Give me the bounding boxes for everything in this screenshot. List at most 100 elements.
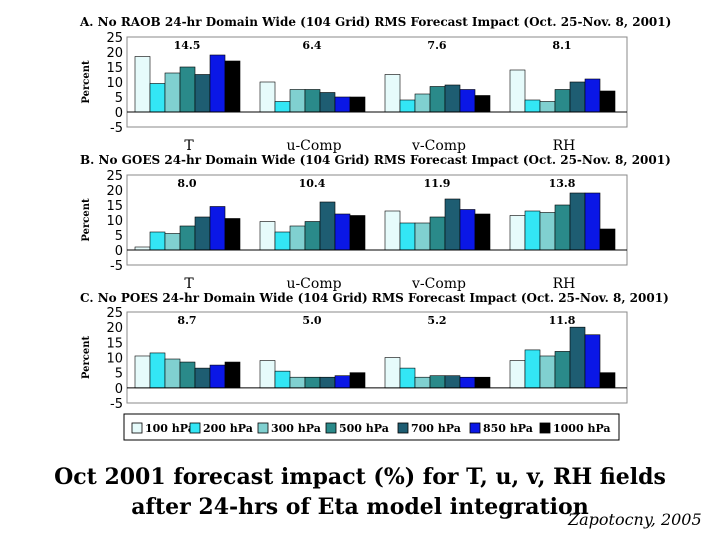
bar	[289, 376, 306, 389]
bar	[399, 222, 416, 251]
average-label: 8.7	[177, 314, 196, 327]
bar	[259, 221, 276, 251]
bar	[459, 209, 476, 251]
caption-line-2: after 24-hrs of Eta model integration	[131, 494, 589, 520]
y-tick-label: 15	[106, 336, 123, 351]
category-label: RH	[553, 276, 576, 292]
y-tick-label: 25	[106, 306, 123, 321]
legend: 100 hPa 200 hPa 300 hPa 500 hPa 700 hPa 850 h…	[123, 413, 620, 441]
bar	[539, 355, 556, 389]
legend-label: 300 hPa	[271, 422, 321, 435]
bar	[274, 231, 291, 251]
bar	[304, 89, 321, 113]
bar	[194, 74, 211, 113]
bar	[149, 231, 166, 251]
bar	[179, 225, 196, 251]
bar	[444, 84, 461, 113]
panel-title: C. No POES 24-hr Domain Wide (104 Grid) …	[80, 291, 669, 305]
bar	[599, 90, 616, 113]
bar	[584, 192, 601, 251]
category-label: v-Comp	[411, 276, 466, 292]
category-label: v-Comp	[411, 138, 466, 154]
average-label: 14.5	[174, 39, 201, 52]
legend-box	[123, 413, 620, 441]
bar	[259, 360, 276, 389]
bar	[399, 99, 416, 113]
bar	[459, 89, 476, 113]
panel-c: C. No POES 24-hr Domain Wide (104 Grid) …	[80, 291, 669, 412]
legend-label: 100 hPa	[145, 422, 195, 435]
bar	[509, 215, 526, 251]
bar	[349, 215, 366, 251]
legend-swatch	[189, 422, 201, 434]
bar	[259, 81, 276, 113]
legend-swatch	[131, 422, 143, 434]
legend-swatch	[539, 422, 551, 434]
bar	[134, 56, 151, 113]
average-label: 8.0	[177, 177, 196, 190]
bar	[274, 370, 291, 389]
bar	[569, 81, 586, 113]
legend-swatch	[257, 422, 269, 434]
category-label: T	[184, 138, 194, 154]
average-label: 6.4	[302, 39, 321, 52]
caption: Oct 2001 forecast impact (%) for T, u, v…	[0, 462, 720, 522]
bar	[349, 96, 366, 113]
panel-b: B. No GOES 24-hr Domain Wide (104 Grid) …	[80, 153, 671, 292]
bar	[444, 198, 461, 251]
legend-swatch	[325, 422, 337, 434]
bar	[509, 360, 526, 389]
caption-line-1: Oct 2001 forecast impact (%) for T, u, v…	[54, 464, 666, 490]
bar	[334, 375, 351, 389]
bar	[399, 367, 416, 389]
average-label: 13.8	[549, 177, 576, 190]
y-tick-label: 20	[106, 184, 123, 199]
bar	[414, 222, 431, 251]
bar	[164, 72, 181, 113]
bar	[149, 352, 166, 389]
bar	[584, 334, 601, 389]
y-tick-label: 20	[106, 46, 123, 61]
bar	[524, 349, 541, 389]
bar	[444, 375, 461, 389]
bar	[569, 326, 586, 389]
bar	[554, 204, 571, 251]
bar	[304, 376, 321, 389]
average-label: 8.1	[552, 39, 571, 52]
category-label: u-Comp	[286, 138, 341, 154]
bar	[164, 358, 181, 389]
bar	[224, 361, 241, 389]
y-tick-label: 20	[106, 321, 123, 336]
panel-a: A. No RAOB 24-hr Domain Wide (104 Grid) …	[79, 15, 671, 154]
bar	[599, 372, 616, 389]
y-tick-label: 5	[115, 367, 123, 382]
bar	[539, 212, 556, 251]
bar	[569, 192, 586, 251]
y-axis-label: Percent	[81, 198, 92, 242]
bar	[384, 357, 401, 389]
legend-label: 700 hPa	[411, 422, 461, 435]
bar	[149, 83, 166, 113]
y-tick-label: 15	[106, 199, 123, 214]
bar	[224, 60, 241, 113]
category-label: T	[184, 276, 194, 292]
bar	[429, 216, 446, 251]
y-tick-label: 25	[106, 31, 123, 46]
y-tick-label: -5	[110, 259, 123, 274]
y-tick-label: -5	[110, 121, 123, 136]
bar	[319, 201, 336, 251]
bar	[319, 92, 336, 113]
bar	[429, 375, 446, 389]
bar	[304, 221, 321, 251]
legend-swatch	[397, 422, 409, 434]
bar	[194, 216, 211, 251]
bar	[179, 66, 196, 113]
y-axis-label: Percent	[81, 60, 92, 104]
average-label: 7.6	[427, 39, 446, 52]
bar	[524, 210, 541, 251]
bar	[384, 210, 401, 251]
bar	[599, 228, 616, 251]
bar	[334, 213, 351, 251]
bar	[209, 54, 226, 113]
bar	[179, 361, 196, 389]
